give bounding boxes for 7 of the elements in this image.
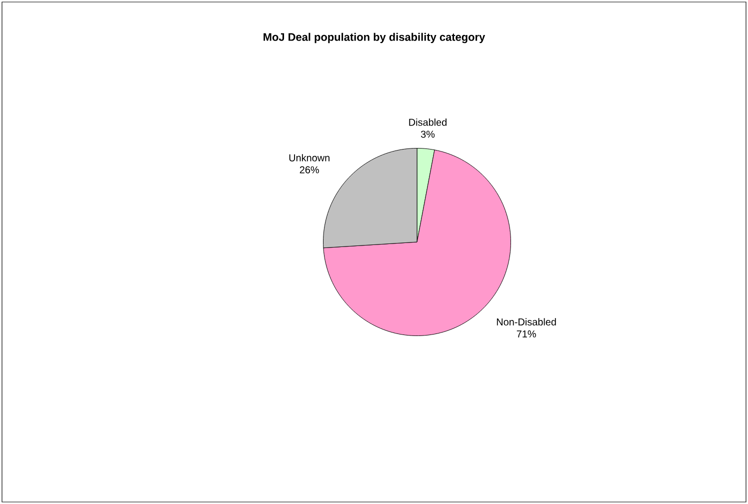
slice-label: Unknown [289,154,330,162]
data-label: 71% [516,330,536,338]
chart-title: MoJ Deal population by disability category [264,32,486,44]
slice-label: Non-Disabled [496,318,556,326]
slice-label: Disabled [409,118,447,126]
data-label: 26% [300,166,319,174]
data-label: 3% [420,130,435,138]
